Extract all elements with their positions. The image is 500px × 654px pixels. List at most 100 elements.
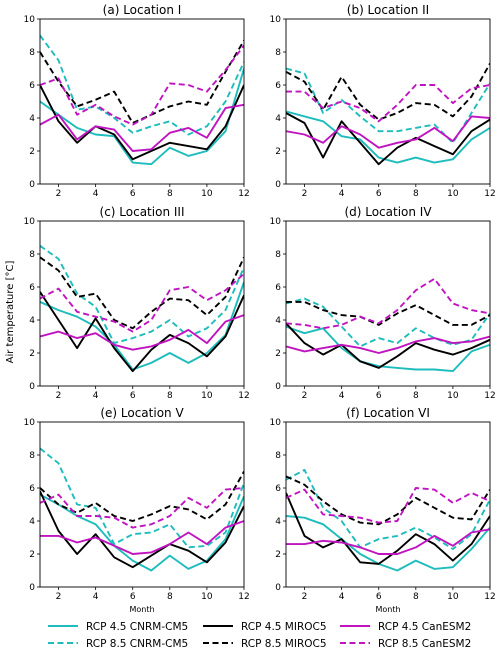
x-tick-label: 10 bbox=[201, 391, 213, 401]
series-line-rcp-4-5-cnrm-cm5 bbox=[286, 515, 490, 572]
y-tick-label: 2 bbox=[275, 550, 281, 560]
y-tick-label: 10 bbox=[270, 418, 282, 428]
x-tick-label: 10 bbox=[447, 189, 459, 199]
series-line-rcp-8-5-miroc5 bbox=[286, 63, 490, 121]
series-line-rcp-8-5-miroc5 bbox=[40, 471, 244, 522]
series-line-rcp-8-5-canesm2 bbox=[286, 277, 490, 330]
series-group bbox=[286, 468, 490, 572]
x-tick-label: 4 bbox=[93, 592, 99, 602]
panel-title: (c) Location III bbox=[100, 205, 185, 219]
series-line-rcp-4-5-cnrm-cm5 bbox=[40, 281, 244, 371]
plot-frame bbox=[39, 421, 245, 588]
x-tick-label: 4 bbox=[339, 592, 345, 602]
y-tick-label: 10 bbox=[24, 217, 36, 227]
series-line-rcp-8-5-canesm2 bbox=[40, 44, 244, 126]
x-tick-label: 8 bbox=[413, 189, 419, 199]
series-line-rcp-8-5-miroc5 bbox=[286, 300, 490, 326]
legend: RCP 4.5 CNRM-CM5 RCP 4.5 MIROC5 RCP 4.5 Ca… bbox=[48, 621, 471, 650]
series-line-rcp-8-5-canesm2 bbox=[286, 84, 490, 123]
series-line-rcp-4-5-miroc5 bbox=[286, 492, 490, 565]
legend-label-rcp45_cnrm: RCP 4.5 CNRM-CM5 bbox=[86, 621, 188, 633]
series-line-rcp-4-5-canesm2 bbox=[40, 520, 244, 555]
x-tick-label: 10 bbox=[201, 592, 213, 602]
x-tick-label: 12 bbox=[238, 189, 249, 199]
plot-frame bbox=[285, 421, 491, 588]
series-line-rcp-8-5-cnrm-cm5 bbox=[286, 297, 490, 348]
y-tick-label: 6 bbox=[29, 484, 35, 494]
x-tick-label: 2 bbox=[302, 391, 308, 401]
y-tick-label: 4 bbox=[29, 316, 35, 326]
y-tick-label: 4 bbox=[275, 517, 281, 527]
y-tick-label: 4 bbox=[275, 316, 281, 326]
legend-label-rcp85_miroc: RCP 8.5 MIROC5 bbox=[241, 638, 327, 650]
x-tick-label: 6 bbox=[376, 391, 382, 401]
x-tick-label: 10 bbox=[447, 592, 459, 602]
x-tick-label: 6 bbox=[376, 189, 382, 199]
y-tick-label: 6 bbox=[29, 81, 35, 91]
series-line-rcp-8-5-canesm2 bbox=[286, 487, 490, 524]
legend-label-rcp45_canesm: RCP 4.5 CanESM2 bbox=[378, 621, 471, 633]
y-tick-label: 0 bbox=[275, 583, 281, 593]
x-tick-label: 12 bbox=[238, 592, 249, 602]
series-line-rcp-4-5-canesm2 bbox=[40, 103, 244, 152]
series-line-rcp-8-5-miroc5 bbox=[40, 40, 244, 124]
x-tick-label: 10 bbox=[447, 391, 459, 401]
legend-label-rcp85_canesm: RCP 8.5 CanESM2 bbox=[378, 638, 471, 650]
series-line-rcp-4-5-canesm2 bbox=[286, 335, 490, 354]
x-tick-label: 8 bbox=[167, 391, 173, 401]
y-tick-label: 0 bbox=[29, 180, 35, 190]
y-tick-label: 4 bbox=[29, 517, 35, 527]
panel-1: (a) Location I 0 2 4 6 8 10 2 4 6 8 10 12 bbox=[24, 3, 250, 199]
series-line-rcp-4-5-canesm2 bbox=[286, 115, 490, 149]
series-line-rcp-4-5-cnrm-cm5 bbox=[286, 325, 490, 373]
y-tick-label: 10 bbox=[270, 15, 282, 25]
y-tick-label: 6 bbox=[275, 81, 281, 91]
y-tick-label: 8 bbox=[29, 48, 35, 58]
y-tick-label: 10 bbox=[24, 15, 36, 25]
series-group bbox=[40, 245, 244, 373]
series-line-rcp-8-5-canesm2 bbox=[40, 273, 244, 333]
panel-6: (f) Location VI 0 2 4 6 8 10 2 4 6 8 10 12 Month bbox=[270, 406, 496, 614]
y-tick-label: 8 bbox=[29, 250, 35, 260]
series-line-rcp-4-5-miroc5 bbox=[40, 490, 244, 569]
y-tick-label: 6 bbox=[29, 283, 35, 293]
y-tick-label: 0 bbox=[29, 382, 35, 392]
x-tick-label: 12 bbox=[484, 592, 495, 602]
x-tick-label: 12 bbox=[238, 391, 249, 401]
y-axis-label: Air temperature [°C] bbox=[5, 261, 16, 364]
y-tick-label: 8 bbox=[275, 48, 281, 58]
series-line-rcp-4-5-cnrm-cm5 bbox=[40, 493, 244, 572]
panel-2: (b) Location II 0 2 4 6 8 10 2 4 6 8 10 12 bbox=[270, 3, 496, 199]
y-tick-label: 6 bbox=[275, 484, 281, 494]
x-tick-label: 8 bbox=[167, 592, 173, 602]
plot-frame bbox=[285, 18, 491, 185]
panel-title: (a) Location I bbox=[103, 3, 182, 17]
y-tick-label: 10 bbox=[270, 217, 282, 227]
x-tick-label: 6 bbox=[376, 592, 382, 602]
x-tick-label: 8 bbox=[413, 592, 419, 602]
panel-title: (e) Location V bbox=[100, 406, 184, 420]
panel-title: (d) Location IV bbox=[344, 205, 432, 219]
legend-label-rcp45_miroc: RCP 4.5 MIROC5 bbox=[241, 621, 327, 633]
series-line-rcp-4-5-cnrm-cm5 bbox=[286, 110, 490, 164]
x-tick-label: 4 bbox=[339, 189, 345, 199]
series-group bbox=[286, 277, 490, 373]
y-tick-label: 2 bbox=[29, 349, 35, 359]
series-line-rcp-4-5-miroc5 bbox=[40, 84, 244, 161]
series-group bbox=[40, 34, 244, 166]
series-line-rcp-4-5-cnrm-cm5 bbox=[40, 68, 244, 166]
series-line-rcp-8-5-cnrm-cm5 bbox=[286, 468, 490, 550]
x-axis-label: Month bbox=[375, 605, 400, 614]
x-axis-label: Month bbox=[129, 605, 154, 614]
x-tick-label: 2 bbox=[302, 189, 308, 199]
series-line-rcp-4-5-miroc5 bbox=[286, 112, 490, 166]
x-tick-label: 8 bbox=[167, 189, 173, 199]
panel-3: (c) Location III 0 2 4 6 8 10 2 4 6 8 10 12 bbox=[24, 205, 250, 401]
y-tick-label: 2 bbox=[29, 147, 35, 157]
y-tick-label: 0 bbox=[275, 382, 281, 392]
series-group bbox=[40, 447, 244, 572]
series-line-rcp-8-5-miroc5 bbox=[286, 475, 490, 526]
y-tick-label: 8 bbox=[275, 451, 281, 461]
